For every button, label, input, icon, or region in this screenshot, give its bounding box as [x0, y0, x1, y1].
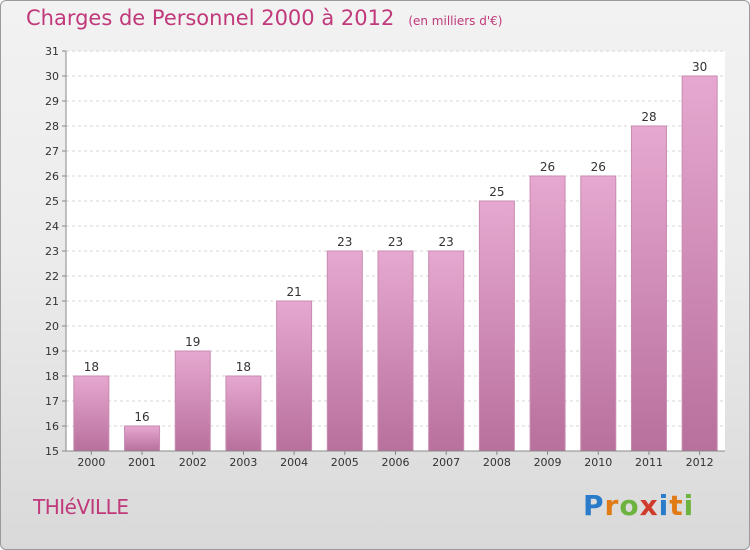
- bar-2002: [174, 350, 211, 452]
- y-tick-label: 18: [45, 370, 59, 383]
- bar-2004: [276, 300, 313, 452]
- value-label: 28: [641, 110, 656, 124]
- value-label: 30: [692, 60, 707, 74]
- x-tick-label: 2005: [331, 456, 359, 469]
- bar-2009: [529, 175, 566, 452]
- title-block: Charges de Personnel 2000 à 2012 (en mill…: [26, 6, 502, 30]
- x-tick-label: 2007: [432, 456, 460, 469]
- y-tick-label: 21: [45, 295, 59, 308]
- commune-name: THIéVILLE: [33, 495, 129, 519]
- bar-2001: [124, 425, 161, 452]
- x-tick-label: 2006: [382, 456, 410, 469]
- value-labels: 18 16 19 18 21 23 23 23 25 26 26 28 30: [84, 60, 708, 424]
- y-tick-label: 16: [45, 420, 59, 433]
- x-tick-label: 2003: [229, 456, 257, 469]
- y-tick-label: 29: [45, 95, 59, 108]
- bar-2008: [478, 200, 515, 452]
- bar-2012: [681, 75, 718, 452]
- value-label: 23: [388, 235, 403, 249]
- bar-2011: [630, 125, 667, 452]
- value-label: 23: [439, 235, 454, 249]
- bar-2005: [326, 250, 363, 452]
- value-label: 26: [591, 160, 606, 174]
- y-tick-label: 25: [45, 195, 59, 208]
- y-axis: 15 16 17 18 19 20 21 22 23 24 25 26 27 28 29 30 31: [45, 45, 67, 458]
- y-tick-label: 30: [45, 70, 59, 83]
- x-tick-label: 2002: [179, 456, 207, 469]
- x-tick-label: 2001: [128, 456, 156, 469]
- x-tick-label: 2012: [686, 456, 714, 469]
- logo-letter: i: [658, 489, 670, 522]
- x-tick-label: 2008: [483, 456, 511, 469]
- y-tick-label: 19: [45, 345, 59, 358]
- y-tick-label: 17: [45, 395, 59, 408]
- y-tick-label: 26: [45, 170, 59, 183]
- bars: [73, 75, 718, 452]
- value-label: 18: [84, 360, 99, 374]
- bar-2006: [377, 250, 414, 452]
- x-tick-label: 2010: [584, 456, 612, 469]
- y-tick-label: 23: [45, 245, 59, 258]
- y-tick-label: 20: [45, 320, 59, 333]
- value-label: 18: [236, 360, 251, 374]
- logo-letter: P: [583, 489, 605, 522]
- bar-2007: [428, 250, 465, 452]
- value-label: 25: [489, 185, 504, 199]
- logo-letter: i: [683, 489, 695, 522]
- y-tick-label: 27: [45, 145, 59, 158]
- logo-letter: r: [604, 489, 620, 522]
- chart-subtitle: (en milliers d'€): [408, 14, 503, 28]
- y-tick-label: 31: [45, 45, 59, 58]
- value-label: 21: [286, 285, 301, 299]
- value-label: 16: [134, 410, 149, 424]
- y-tick-label: 24: [45, 220, 59, 233]
- proxiti-logo: Proxiti: [583, 489, 694, 522]
- x-axis: 2000 2001 2002 2003 2004 2005 2006 2007 2008 2009…: [66, 450, 725, 469]
- x-tick-label: 2000: [77, 456, 105, 469]
- y-tick-label: 22: [45, 270, 59, 283]
- x-tick-label: 2004: [280, 456, 308, 469]
- y-tick-label: 15: [45, 445, 59, 458]
- x-tick-label: 2009: [534, 456, 562, 469]
- logo-letter: o: [619, 489, 640, 522]
- logo-letter: x: [639, 489, 659, 522]
- bar-2000: [73, 375, 110, 452]
- value-label: 19: [185, 335, 200, 349]
- x-tick-label: 2011: [635, 456, 663, 469]
- logo-letter: t: [669, 489, 684, 522]
- y-tick-label: 28: [45, 120, 59, 133]
- value-label: 23: [337, 235, 352, 249]
- bar-2010: [580, 175, 617, 452]
- chart-title: Charges de Personnel 2000 à 2012: [26, 6, 395, 30]
- bar-2003: [225, 375, 262, 452]
- value-label: 26: [540, 160, 555, 174]
